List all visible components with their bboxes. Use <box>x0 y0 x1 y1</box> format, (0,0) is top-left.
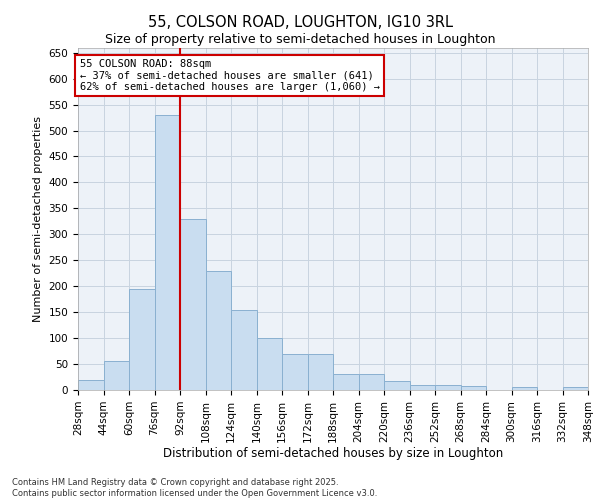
Bar <box>282 354 308 390</box>
Y-axis label: Number of semi-detached properties: Number of semi-detached properties <box>33 116 43 322</box>
Bar <box>257 338 282 390</box>
Bar <box>155 115 180 390</box>
X-axis label: Distribution of semi-detached houses by size in Loughton: Distribution of semi-detached houses by … <box>163 448 503 460</box>
Bar <box>511 388 537 390</box>
Bar <box>78 380 104 390</box>
Text: Contains HM Land Registry data © Crown copyright and database right 2025.
Contai: Contains HM Land Registry data © Crown c… <box>12 478 377 498</box>
Bar <box>104 362 129 390</box>
Bar <box>180 219 205 390</box>
Bar <box>308 354 333 390</box>
Bar <box>129 289 155 390</box>
Bar <box>461 386 486 390</box>
Bar <box>333 374 359 390</box>
Bar <box>435 385 461 390</box>
Bar <box>563 388 588 390</box>
Bar <box>359 374 384 390</box>
Bar <box>205 270 231 390</box>
Text: 55, COLSON ROAD, LOUGHTON, IG10 3RL: 55, COLSON ROAD, LOUGHTON, IG10 3RL <box>148 15 452 30</box>
Bar <box>409 385 435 390</box>
Text: 55 COLSON ROAD: 88sqm
← 37% of semi-detached houses are smaller (641)
62% of sem: 55 COLSON ROAD: 88sqm ← 37% of semi-deta… <box>80 59 380 92</box>
Bar <box>231 310 257 390</box>
Bar <box>384 380 409 390</box>
Text: Size of property relative to semi-detached houses in Loughton: Size of property relative to semi-detach… <box>105 32 495 46</box>
